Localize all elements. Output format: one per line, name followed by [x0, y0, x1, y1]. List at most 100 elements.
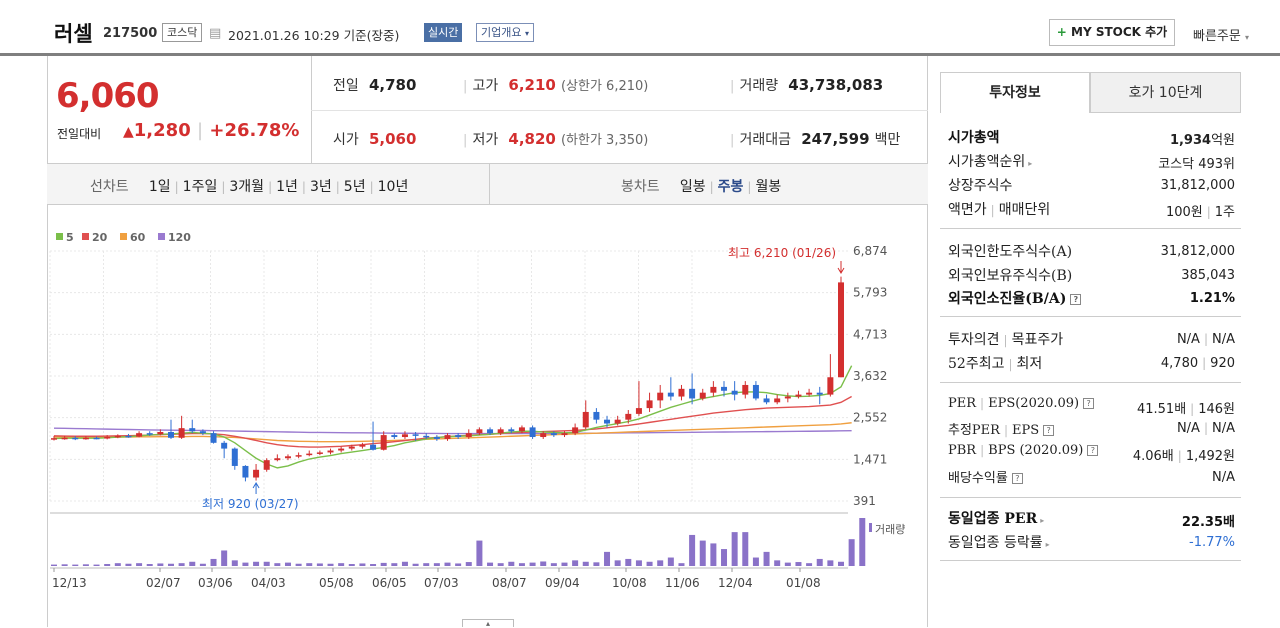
volume-bar — [487, 562, 494, 566]
candle-body — [774, 398, 781, 403]
stat-prev: 전일 4,780 — [333, 76, 417, 94]
y-tick-label: 2,552 — [853, 411, 887, 425]
volume-bar — [806, 563, 813, 566]
market-cap-label: 시가총액 — [948, 130, 1000, 146]
volume-bar — [338, 563, 345, 566]
period-3m[interactable]: 3개월 — [229, 179, 265, 195]
volume-bar — [199, 563, 206, 566]
volume-bar — [848, 539, 855, 566]
volume-bar — [593, 562, 600, 566]
volume-bar — [635, 560, 642, 566]
candle-body — [295, 455, 302, 457]
chevron-right-icon: ▸ — [1040, 515, 1045, 525]
volume-bar — [423, 563, 430, 566]
collapse-chart-button[interactable]: ▴ — [462, 619, 514, 628]
info-tabs: 투자정보 호가 10단계 — [940, 72, 1241, 113]
volume-bar — [178, 563, 185, 566]
candle-body — [582, 411, 589, 428]
par-label: 액면가 | 매매단위 — [948, 202, 1051, 218]
candle-body — [178, 428, 185, 438]
candle-body — [167, 432, 174, 438]
period-1d[interactable]: 1일 — [148, 179, 171, 195]
volume-bar — [348, 564, 355, 566]
period-10y[interactable]: 10년 — [377, 179, 409, 195]
x-tick-label: 08/07 — [492, 576, 527, 590]
quick-order-button[interactable]: 빠른주문 ▾ — [1193, 29, 1249, 44]
candle-body — [263, 460, 270, 470]
volume-bar — [689, 534, 696, 566]
help-icon[interactable]: ? — [1083, 398, 1095, 409]
volume-bar — [838, 561, 844, 566]
volume-bar — [731, 532, 738, 566]
candle-body — [487, 429, 494, 434]
help-icon[interactable]: ? — [1043, 425, 1055, 436]
candle-body — [529, 427, 536, 438]
company-overview-button[interactable]: 기업개요 ▾ — [476, 23, 534, 42]
help-icon[interactable]: ? — [1070, 293, 1082, 305]
candle-body — [540, 433, 547, 438]
period-5y[interactable]: 5년 — [343, 179, 366, 195]
volume-bar — [561, 562, 568, 566]
volume-bar — [529, 562, 536, 566]
volume-bar — [455, 563, 462, 566]
change-label: 전일대비 — [57, 127, 102, 141]
candle-weekly[interactable]: 주봉 — [717, 179, 744, 195]
volume-bar — [284, 562, 291, 566]
volume-bar — [476, 540, 483, 566]
volume-bar — [508, 561, 515, 566]
period-3y[interactable]: 3년 — [309, 179, 332, 195]
industry-per-label[interactable]: 동일업종 PER ▸ — [948, 511, 1045, 527]
candle-monthly[interactable]: 월봉 — [755, 179, 782, 195]
shares-label: 상장주식수 — [948, 178, 1013, 194]
legend-swatch — [120, 233, 127, 240]
volume-bar — [678, 563, 685, 566]
industry-change-value: -1.77% — [1189, 535, 1235, 550]
help-icon[interactable]: ? — [1087, 445, 1099, 456]
foreign-ratio-label: 외국인소진율(B/A)? — [948, 288, 1082, 308]
my-stock-add-button[interactable]: + MY STOCK 추가 — [1049, 19, 1175, 46]
candle-body — [657, 392, 664, 401]
candle-body — [699, 392, 706, 399]
candle-body — [433, 437, 440, 439]
volume-bar — [646, 561, 653, 566]
rank-label[interactable]: 시가총액순위 ▸ — [948, 154, 1033, 170]
chart-panel — [47, 56, 928, 627]
x-tick-label: 02/07 — [146, 576, 181, 590]
help-icon[interactable]: ? — [1011, 473, 1023, 484]
up-arrow-icon: ▲ — [123, 124, 134, 140]
volume-bar — [210, 558, 217, 566]
min-annotation: 최저 920 (03/27) — [202, 497, 299, 511]
candle-body — [465, 433, 472, 438]
candle-body — [806, 392, 813, 395]
volume-label: 거래량 — [875, 523, 905, 536]
candle-body — [497, 429, 504, 434]
candle-body — [763, 398, 770, 403]
industry-change-label[interactable]: 동일업종 등락률 ▸ — [948, 535, 1050, 551]
candle-body — [635, 408, 642, 414]
tab-investment-info[interactable]: 투자정보 — [940, 72, 1090, 113]
period-1w[interactable]: 1주일 — [182, 179, 218, 195]
candle-daily[interactable]: 일봉 — [679, 179, 706, 195]
volume-legend-swatch — [869, 523, 872, 532]
tab-orderbook[interactable]: 호가 10단계 — [1090, 72, 1241, 113]
volume-bar — [614, 560, 621, 566]
volume-bar — [582, 561, 589, 566]
period-1y[interactable]: 1년 — [276, 179, 298, 195]
candle-body — [710, 386, 717, 393]
price-chart[interactable]: 6,874 5,793 4,713 3,632 2,552 1,471 391 5 20 60 12… — [0, 0, 930, 627]
volume-bar — [327, 563, 334, 566]
y-tick-label: 3,632 — [853, 369, 887, 383]
volume-bar — [295, 563, 302, 566]
candle-body — [359, 444, 366, 447]
realtime-badge[interactable]: 실시간 — [424, 23, 463, 42]
period-tabs: 선차트 1일 | 1주일 | 3개월 | 1년 | 3년 | 5년 | 10년 — [90, 179, 409, 195]
volume-bar — [816, 558, 823, 566]
volume-bar — [657, 560, 664, 566]
candle-body — [199, 431, 206, 434]
stock-header — [0, 0, 1280, 56]
candle-body — [327, 450, 334, 453]
candle-body — [146, 433, 153, 435]
volume-bar — [157, 563, 164, 566]
stock-code: 217500 — [103, 26, 158, 41]
volume-bar — [465, 562, 472, 566]
